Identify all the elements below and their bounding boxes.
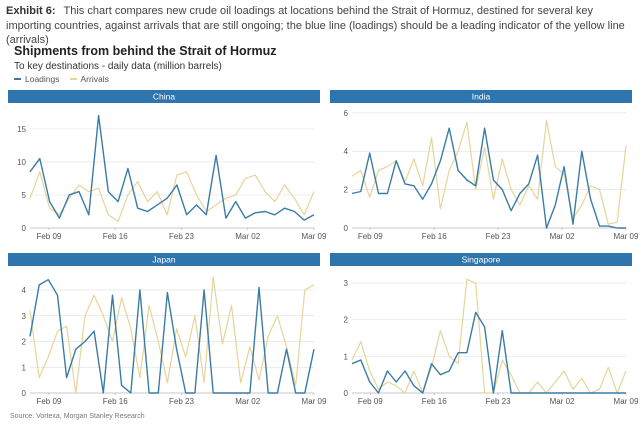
panel-title-japan: Japan bbox=[152, 255, 175, 265]
x-tick-label: Mar 09 bbox=[614, 232, 639, 241]
y-tick-label: 0 bbox=[344, 389, 349, 398]
legend-arrivals: Arrivals bbox=[69, 74, 109, 84]
x-tick-label: Mar 09 bbox=[302, 232, 327, 241]
panel-india: India 0 2 4 6 Feb 09 Feb 16 Feb 23 Mar 02 Mar 09 bbox=[330, 90, 639, 241]
legend-arrivals-swatch bbox=[69, 78, 77, 80]
y-tick-label: 3 bbox=[22, 312, 27, 321]
panel-singapore: Singapore 0 1 2 3 Feb 09 Feb 16 Feb 23 Mar 02 Mar… bbox=[330, 253, 639, 406]
x-tick-label: Mar 09 bbox=[614, 397, 639, 406]
y-tick-label: 6 bbox=[344, 109, 349, 118]
x-tick-label: Feb 23 bbox=[486, 232, 511, 241]
panel-header-japan bbox=[8, 253, 320, 266]
series-line-arrivals-china bbox=[29, 171, 315, 222]
series-line-loadings-india bbox=[351, 127, 626, 229]
y-tick-label: 15 bbox=[17, 125, 26, 134]
legend: Loadings Arrivals bbox=[14, 74, 109, 84]
series-line-loadings-japan bbox=[29, 279, 315, 394]
chart-title: Shipments from behind the Strait of Horm… bbox=[14, 44, 277, 58]
series-line-arrivals-singapore bbox=[351, 278, 627, 394]
y-tick-label: 5 bbox=[22, 191, 27, 200]
x-tick-label: Feb 16 bbox=[422, 232, 447, 241]
source-note: Source: Vortexa, Morgan Stanley Research bbox=[10, 413, 145, 420]
x-tick-label: Feb 09 bbox=[36, 397, 61, 406]
x-tick-label: Feb 23 bbox=[486, 397, 511, 406]
y-tick-label: 4 bbox=[22, 286, 27, 295]
panel-header-singapore bbox=[330, 253, 632, 266]
x-tick-label: Feb 16 bbox=[103, 232, 128, 241]
panel-title-china: China bbox=[153, 92, 175, 102]
chart-subtitle: To key destinations - daily data (millio… bbox=[14, 61, 222, 72]
y-tick-label: 0 bbox=[22, 389, 27, 398]
panel-header-china bbox=[8, 90, 320, 103]
x-tick-label: Mar 02 bbox=[235, 397, 260, 406]
series-line-arrivals-japan bbox=[29, 276, 315, 394]
x-tick-label: Feb 16 bbox=[422, 397, 447, 406]
exhibit-text: This chart compares new crude oil loadin… bbox=[6, 5, 625, 46]
y-tick-label: 2 bbox=[344, 186, 349, 195]
legend-loadings-swatch bbox=[14, 78, 21, 80]
x-tick-label: Feb 16 bbox=[103, 397, 128, 406]
series-line-loadings-china bbox=[29, 114, 315, 221]
exhibit-label: Exhibit 6: bbox=[6, 5, 56, 17]
x-tick-label: Feb 09 bbox=[358, 232, 383, 241]
x-tick-label: Feb 23 bbox=[169, 232, 194, 241]
panel-title-singapore: Singapore bbox=[462, 255, 501, 265]
x-tick-label: Feb 23 bbox=[169, 397, 194, 406]
y-tick-label: 10 bbox=[17, 158, 26, 167]
y-tick-label: 4 bbox=[344, 147, 349, 156]
legend-loadings-label: Loadings bbox=[25, 74, 60, 84]
panel-header-india bbox=[330, 90, 632, 103]
y-tick-label: 2 bbox=[22, 338, 27, 347]
y-tick-label: 0 bbox=[22, 224, 27, 233]
series-line-loadings-singapore bbox=[351, 311, 626, 394]
exhibit-caption: Exhibit 6: This chart compares new crude … bbox=[6, 4, 634, 48]
panel-japan: Japan 0 1 2 3 4 Feb 09 Feb 16 Feb 23 Mar 02 Mar 09 bbox=[8, 253, 327, 406]
y-tick-label: 0 bbox=[344, 224, 349, 233]
x-tick-label: Mar 02 bbox=[550, 397, 575, 406]
y-tick-label: 1 bbox=[344, 352, 349, 361]
x-tick-label: Mar 02 bbox=[550, 232, 575, 241]
y-tick-label: 1 bbox=[22, 363, 27, 372]
x-tick-label: Mar 02 bbox=[235, 232, 260, 241]
y-tick-label: 2 bbox=[344, 316, 349, 325]
panel-title-india: India bbox=[472, 92, 491, 102]
x-tick-label: Mar 09 bbox=[302, 397, 327, 406]
legend-arrivals-label: Arrivals bbox=[80, 74, 109, 84]
x-tick-label: Feb 09 bbox=[358, 397, 383, 406]
panel-china: China 0 5 10 15 Feb 09 Feb 16 Feb 23 Mar 02 Mar 0… bbox=[8, 90, 327, 241]
legend-loadings: Loadings bbox=[14, 74, 60, 84]
x-tick-label: Feb 09 bbox=[36, 232, 61, 241]
y-tick-label: 3 bbox=[344, 279, 349, 288]
